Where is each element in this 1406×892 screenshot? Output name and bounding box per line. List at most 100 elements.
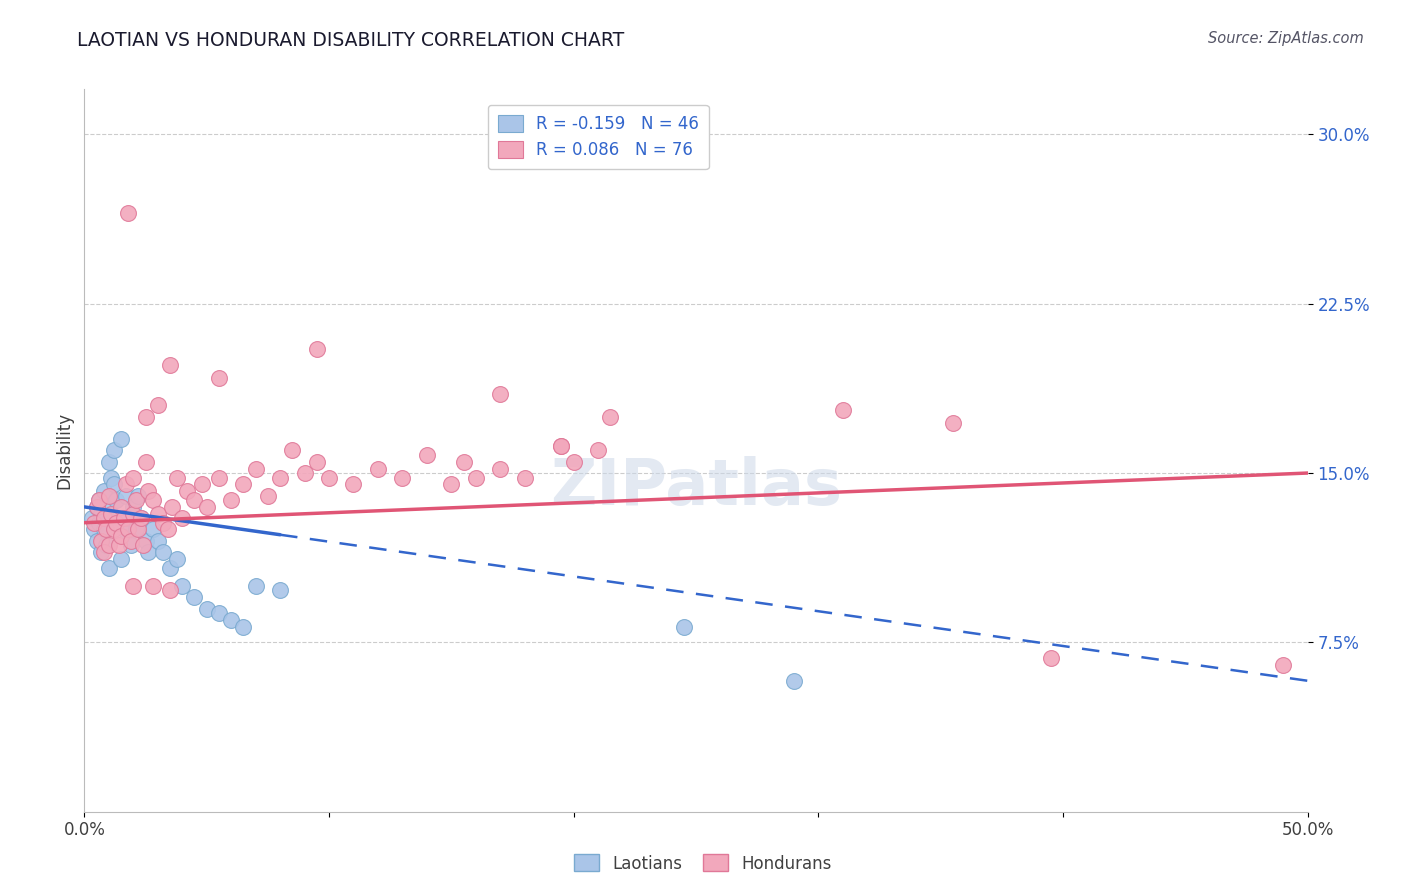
- Point: [93, 523, 115, 537]
- Point: [115, 489, 138, 503]
- Point: [1272, 657, 1295, 672]
- Point: [176, 484, 198, 499]
- Point: [156, 523, 179, 537]
- Point: [159, 583, 181, 598]
- Point: [208, 470, 231, 484]
- Point: [83, 523, 105, 537]
- Point: [87, 516, 110, 530]
- Point: [219, 613, 242, 627]
- Point: [489, 387, 512, 401]
- Point: [183, 591, 205, 605]
- Point: [142, 493, 165, 508]
- Point: [93, 511, 115, 525]
- Point: [152, 516, 174, 530]
- Point: [125, 523, 148, 537]
- Point: [195, 500, 218, 514]
- Point: [129, 511, 152, 525]
- Point: [96, 538, 118, 552]
- Point: [117, 511, 139, 525]
- Point: [103, 477, 125, 491]
- Point: [391, 470, 413, 484]
- Point: [245, 579, 267, 593]
- Point: [135, 409, 157, 424]
- Point: [117, 206, 139, 220]
- Point: [586, 443, 609, 458]
- Point: [146, 398, 169, 412]
- Text: LAOTIAN VS HONDURAN DISABILITY CORRELATION CHART: LAOTIAN VS HONDURAN DISABILITY CORRELATI…: [77, 31, 624, 50]
- Point: [367, 461, 389, 475]
- Point: [416, 448, 439, 462]
- Point: [294, 466, 316, 480]
- Point: [122, 500, 145, 514]
- Point: [127, 523, 149, 537]
- Point: [120, 538, 142, 552]
- Point: [219, 493, 242, 508]
- Point: [120, 533, 142, 548]
- Point: [97, 455, 120, 469]
- Point: [1039, 651, 1062, 665]
- Point: [142, 579, 165, 593]
- Point: [152, 545, 174, 559]
- Point: [86, 500, 108, 514]
- Point: [562, 455, 585, 469]
- Point: [136, 484, 159, 499]
- Point: [103, 523, 125, 537]
- Point: [146, 507, 169, 521]
- Point: [166, 551, 188, 566]
- Point: [146, 533, 169, 548]
- Point: [87, 493, 110, 508]
- Point: [90, 545, 112, 559]
- Point: [162, 500, 184, 514]
- Text: Source: ZipAtlas.com: Source: ZipAtlas.com: [1208, 31, 1364, 46]
- Point: [440, 477, 463, 491]
- Point: [550, 439, 572, 453]
- Point: [129, 511, 152, 525]
- Point: [100, 507, 122, 521]
- Point: [172, 579, 194, 593]
- Point: [183, 493, 205, 508]
- Point: [93, 545, 115, 559]
- Point: [135, 455, 157, 469]
- Point: [86, 500, 108, 514]
- Point: [103, 443, 125, 458]
- Point: [110, 529, 132, 543]
- Point: [166, 470, 188, 484]
- Point: [97, 489, 120, 503]
- Legend: Laotians, Hondurans: Laotians, Hondurans: [568, 847, 838, 880]
- Y-axis label: Disability: Disability: [55, 412, 73, 489]
- Point: [232, 619, 254, 633]
- Point: [195, 601, 218, 615]
- Point: [83, 516, 105, 530]
- Point: [489, 461, 512, 475]
- Point: [269, 583, 291, 598]
- Point: [125, 493, 148, 508]
- Point: [208, 371, 231, 385]
- Point: [550, 439, 572, 453]
- Text: ZIPatlas: ZIPatlas: [550, 456, 842, 517]
- Point: [90, 533, 112, 548]
- Point: [93, 484, 115, 499]
- Point: [110, 500, 132, 514]
- Point: [105, 493, 128, 508]
- Point: [96, 500, 118, 514]
- Point: [117, 523, 139, 537]
- Point: [86, 533, 108, 548]
- Point: [97, 561, 120, 575]
- Point: [191, 477, 214, 491]
- Point: [208, 606, 231, 620]
- Point: [142, 523, 165, 537]
- Point: [783, 673, 806, 688]
- Point: [135, 533, 157, 548]
- Point: [122, 507, 145, 521]
- Point: [97, 538, 120, 552]
- Point: [464, 470, 486, 484]
- Point: [127, 489, 149, 503]
- Point: [110, 551, 132, 566]
- Point: [318, 470, 340, 484]
- Point: [159, 561, 181, 575]
- Point: [159, 358, 181, 372]
- Point: [87, 493, 110, 508]
- Point: [110, 432, 132, 446]
- Point: [136, 545, 159, 559]
- Point: [122, 470, 145, 484]
